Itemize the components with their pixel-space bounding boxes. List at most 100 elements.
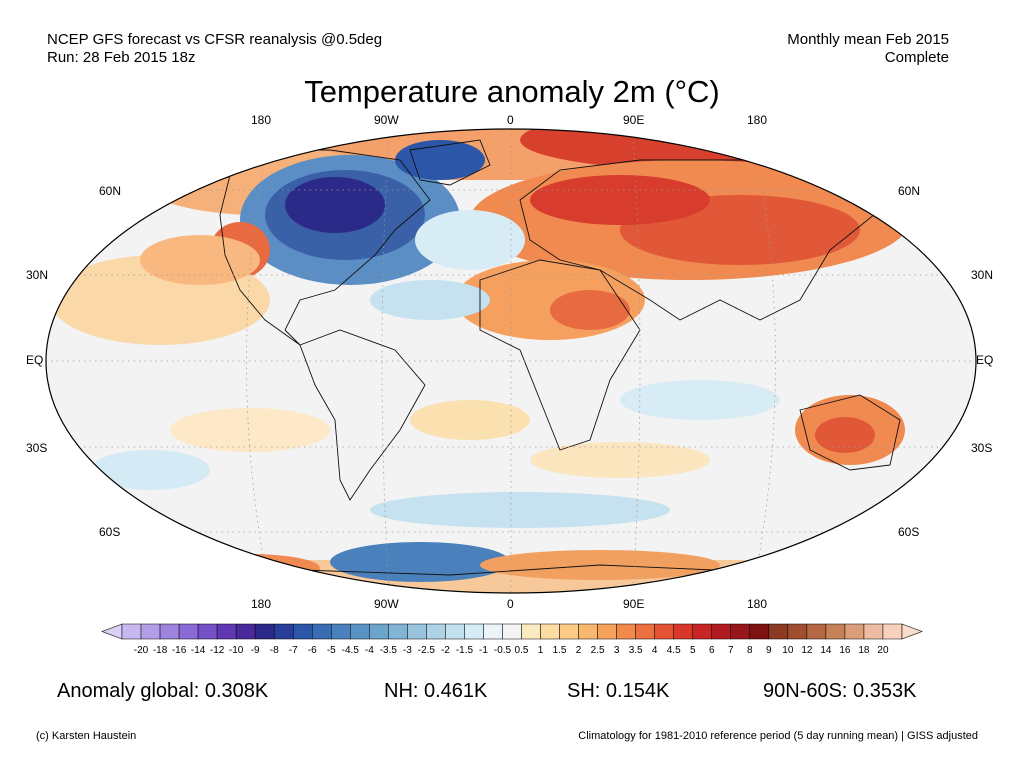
lon-label-bottom: 90E (623, 597, 645, 611)
climatology-note: Climatology for 1981-2010 reference peri… (578, 730, 978, 742)
nh-anomaly: NH: 0.461K (384, 680, 488, 702)
colorbar-tick-label: 1.5 (552, 645, 567, 656)
colorbar-tick-label: -2 (440, 645, 450, 656)
colorbar-tick-label: 3.5 (628, 645, 643, 656)
colorbar-swatch (882, 623, 903, 640)
colorbar-tick-label: 18 (858, 645, 870, 656)
colorbar-tick-label: 12 (801, 645, 813, 656)
lat-label-right: 60N (898, 184, 921, 198)
lat-label-right: 60S (898, 525, 920, 539)
colorbar-swatch (597, 623, 617, 640)
colorbar-swatch (311, 623, 332, 640)
colorbar-swatch (197, 623, 218, 640)
colorbar-swatch (844, 623, 865, 640)
arctic-anomaly: 90N-60S: 0.353K (763, 680, 917, 702)
colorbar-swatch (445, 623, 465, 640)
sh-anomaly: SH: 0.154K (567, 680, 670, 702)
colorbar-tick-label: 6 (708, 645, 715, 656)
colorbar-swatch (578, 623, 598, 640)
lon-label-bottom: 180 (251, 597, 272, 611)
colorbar-tick-label: 4 (651, 645, 658, 656)
lat-label-left: 30S (26, 441, 48, 455)
colorbar-swatch (178, 623, 199, 640)
colorbar-tick-label: 7 (727, 645, 734, 656)
colorbar-tick-label: -5 (326, 645, 336, 656)
colorbar-tick-label: 20 (877, 645, 889, 656)
colorbar-swatch (749, 623, 770, 640)
colorbar-swatch (787, 623, 808, 640)
colorbar-swatch (673, 623, 693, 640)
colorbar-swatch (806, 623, 827, 640)
lat-label-left: 60S (99, 525, 121, 539)
lat-label-left: 30N (26, 268, 49, 282)
colorbar-tick-label: -1.5 (455, 645, 474, 656)
colorbar-swatch (407, 623, 427, 640)
colorbar-tick-label: -9 (250, 645, 260, 656)
lon-label-bottom: 180 (747, 597, 768, 611)
colorbar-tick-label: -8 (269, 645, 279, 656)
colorbar-swatch (502, 623, 522, 640)
colorbar-tick-label: -3 (402, 645, 412, 656)
colorbar-swatch (692, 623, 713, 640)
colorbar-tick-label: 9 (766, 645, 772, 656)
colorbar-tick-label: -4.5 (341, 645, 359, 656)
colorbar-tick-label: -16 (171, 645, 187, 656)
colorbar-swatch (540, 623, 560, 640)
colorbar-tick-label: 5 (689, 645, 696, 656)
lon-label-bottom: 0 (507, 597, 514, 611)
global-anomaly: Anomaly global: 0.308K (57, 680, 269, 702)
colorbar-swatch (711, 623, 732, 640)
colorbar-tick-label: 4.5 (666, 645, 681, 656)
colorbar-swatch (159, 623, 180, 640)
colorbar-swatch (140, 623, 161, 640)
colorbar-tick-label: -3.5 (379, 645, 397, 656)
colorbar-swatch (825, 623, 846, 640)
colorbar-swatch (635, 623, 655, 640)
lon-label-top: 90W (374, 113, 399, 127)
lat-label-right: EQ (976, 353, 994, 367)
colorbar-swatch (235, 623, 256, 640)
graticule (46, 129, 976, 593)
lat-label-right: 30N (971, 268, 994, 282)
colorbar-swatch (426, 623, 446, 640)
colorbar-swatch (216, 623, 237, 640)
map-title: Temperature anomaly 2m (°C) (304, 74, 720, 109)
colorbar-swatch (273, 623, 294, 640)
colorbar-tick-label: 2 (575, 645, 582, 656)
lon-label-top: 180 (251, 113, 272, 127)
colorbar-swatch (350, 623, 370, 640)
lon-label-top: 0 (507, 113, 514, 127)
colorbar-tick-label: 0.5 (514, 645, 529, 656)
status-label: Complete (884, 49, 949, 66)
colorbar-tick-label: -7 (288, 645, 298, 656)
model-description: NCEP GFS forecast vs CFSR reanalysis @0.… (47, 31, 383, 48)
colorbar-swatch (521, 623, 541, 640)
lat-label-left: EQ (26, 353, 44, 367)
colorbar-swatch (121, 623, 142, 640)
colorbar-swatch (863, 623, 884, 640)
colorbar-tick-label: 16 (839, 645, 851, 656)
colorbar-swatch (768, 623, 789, 640)
colorbar-tick-label: 2.5 (590, 645, 605, 656)
period-label: Monthly mean Feb 2015 (787, 31, 949, 48)
colorbar-swatch (331, 623, 351, 640)
lat-label-right: 30S (971, 441, 993, 455)
colorbar-tick-label: -12 (209, 645, 225, 656)
colorbar-swatch (483, 623, 503, 640)
colorbar-swatch (254, 623, 275, 640)
colorbar-tick-label: 10 (782, 645, 794, 656)
colorbar-swatch (616, 623, 636, 640)
run-time: Run: 28 Feb 2015 18z (47, 49, 196, 66)
colorbar-swatch (730, 623, 751, 640)
colorbar (101, 623, 923, 640)
map-field (46, 129, 976, 593)
colorbar-swatch (292, 623, 313, 640)
map-border (45, 128, 977, 594)
lon-label-bottom: 90W (374, 597, 399, 611)
colorbar-tick-label: 14 (820, 645, 832, 656)
colorbar-tick-label: -6 (307, 645, 317, 656)
colorbar-tick-label: 1 (537, 645, 544, 656)
colorbar-high-cap (901, 623, 923, 640)
colorbar-tick-label: -18 (152, 645, 168, 656)
